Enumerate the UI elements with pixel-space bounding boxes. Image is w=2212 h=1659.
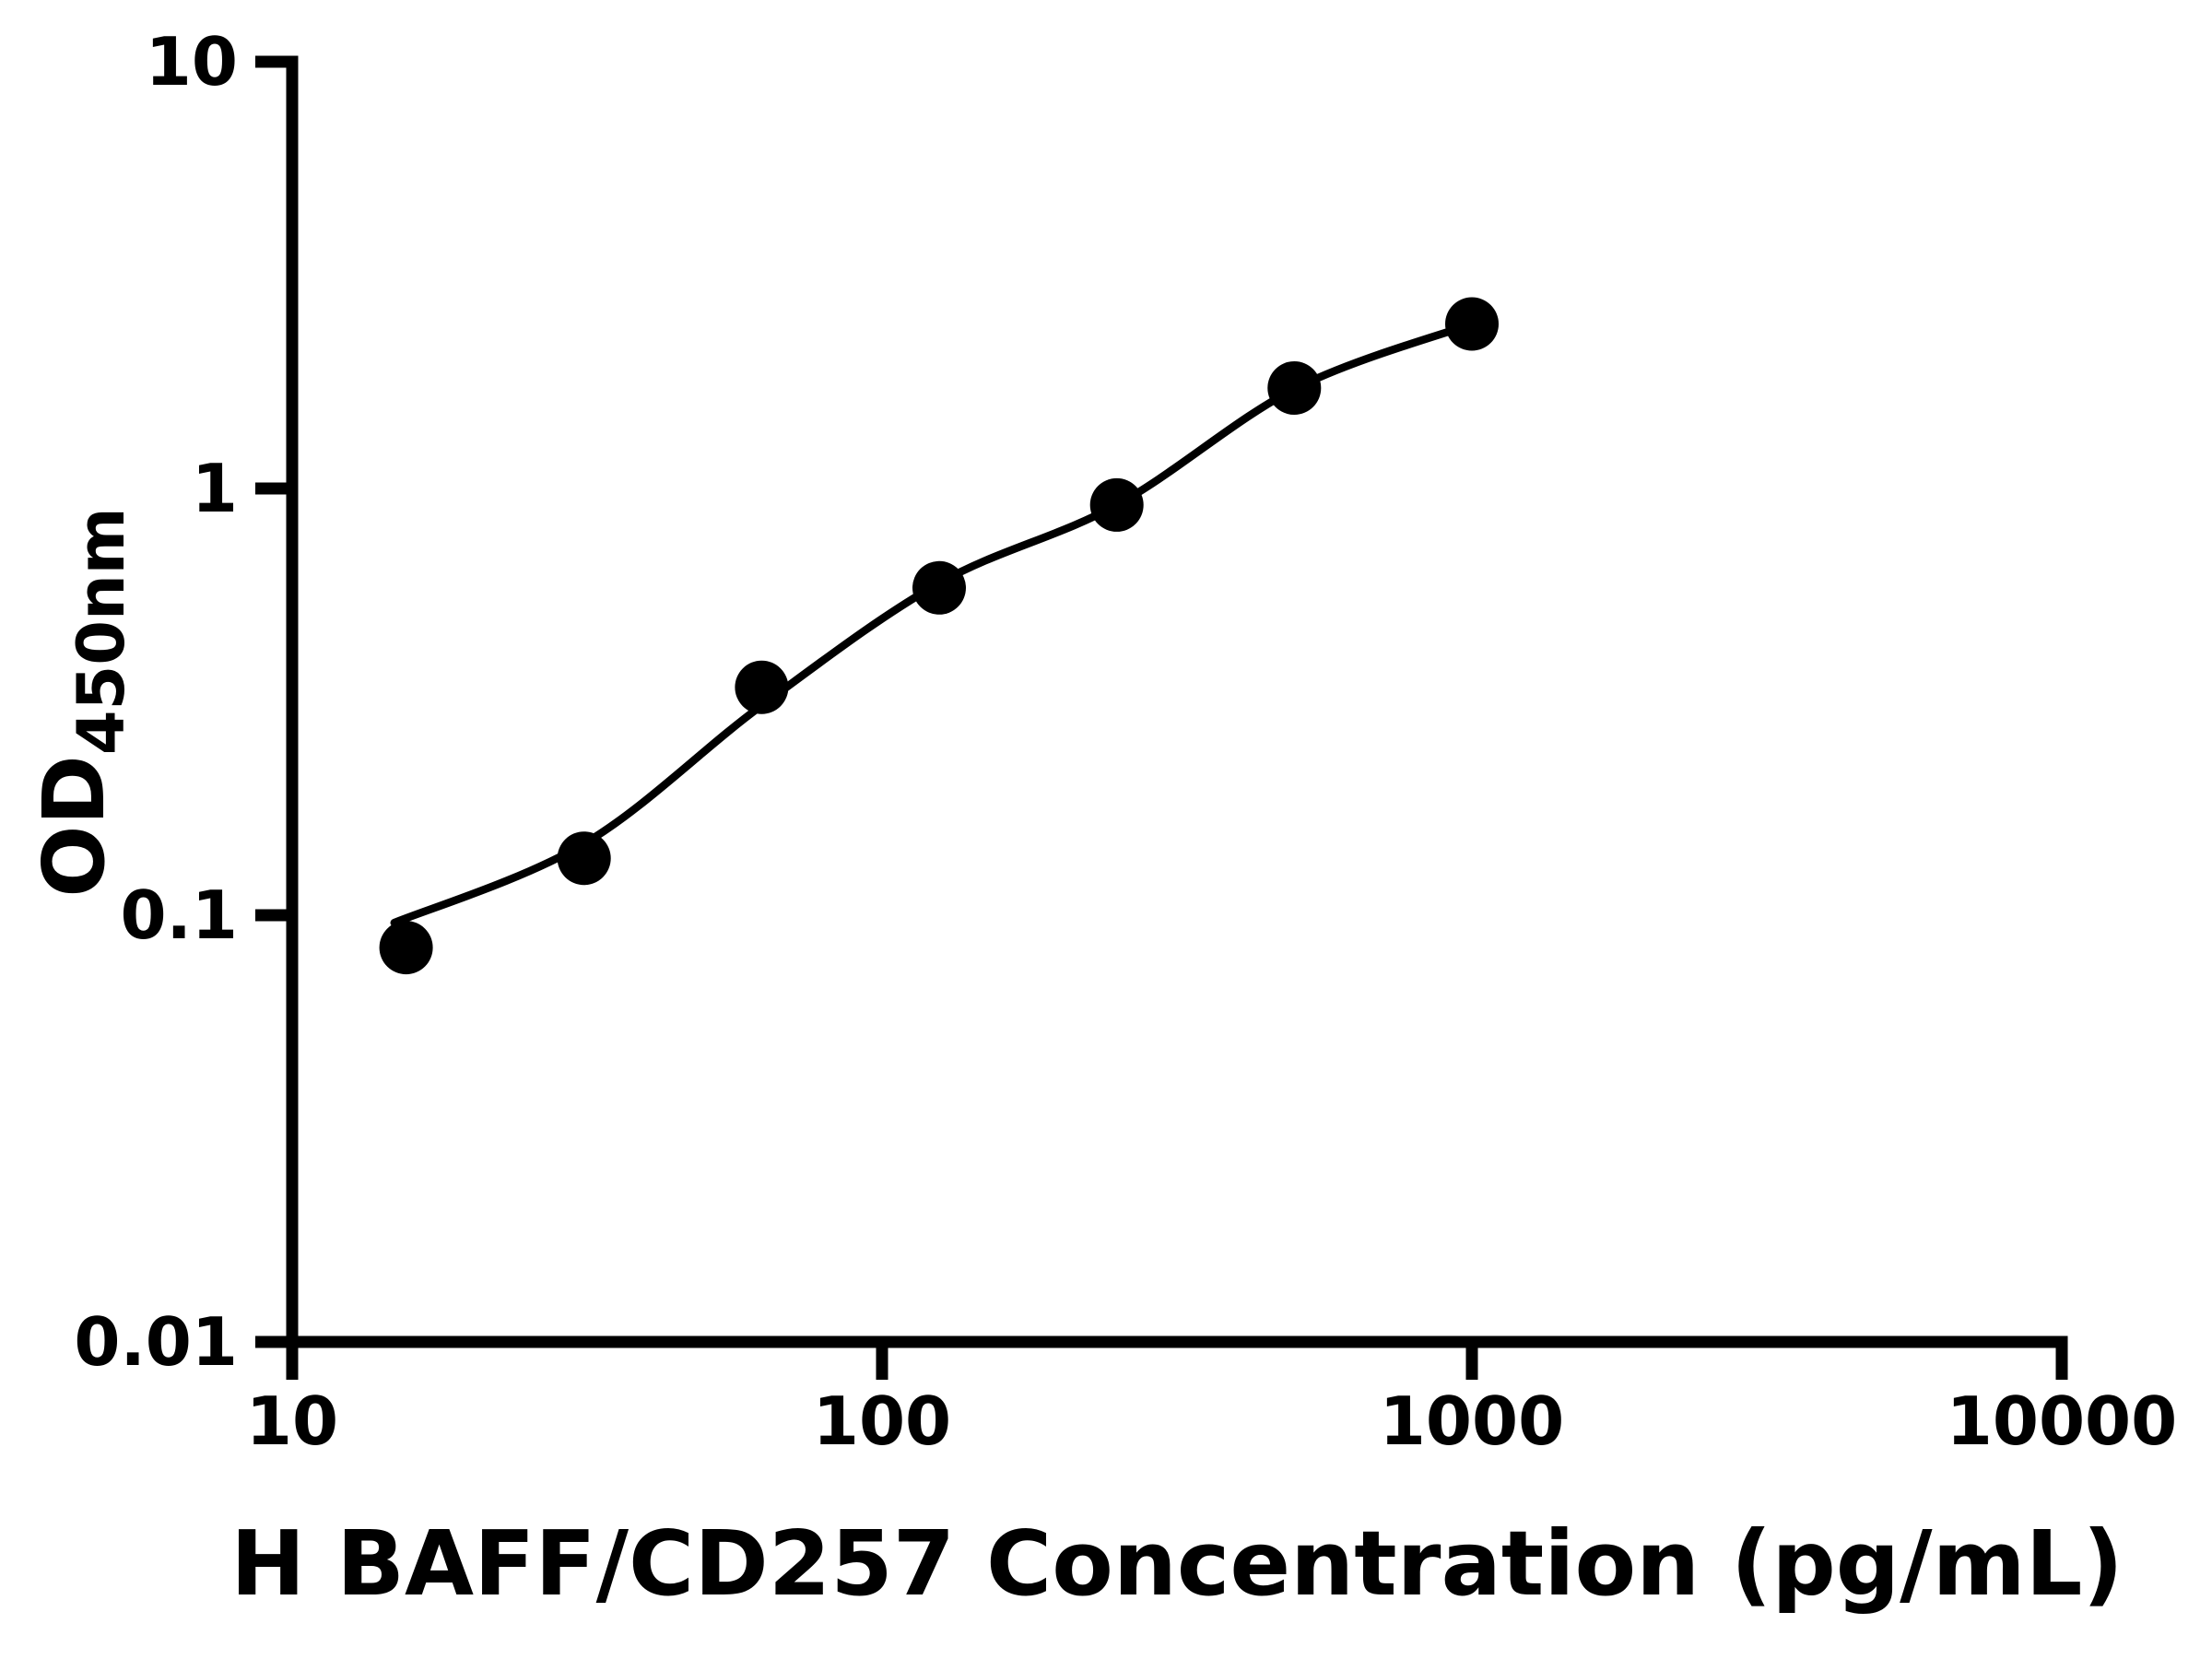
- y-axis-title-main: OD: [25, 755, 124, 898]
- y-tick-label: 1: [192, 450, 238, 527]
- x-axis-title: H BAFF/CD257 Concentration (pg/mL): [230, 1512, 2124, 1616]
- data-point: [1089, 477, 1144, 532]
- y-axis-title: OD450nm: [25, 507, 139, 897]
- y-axis-title-subscript: 450nm: [64, 507, 139, 755]
- data-point: [1445, 297, 1499, 351]
- data-point: [1267, 361, 1322, 415]
- fit-curve-layer: [390, 320, 1477, 927]
- data-point: [735, 660, 789, 714]
- axes-layer: [255, 55, 2068, 1380]
- axes-spine: [286, 55, 2068, 1348]
- fit-curve: [390, 320, 1477, 927]
- data-point: [379, 921, 433, 975]
- y-tick-label: 0.01: [74, 1303, 238, 1381]
- data-point: [912, 560, 966, 615]
- y-tick-label: 10: [146, 23, 238, 100]
- y-tick-label: 0.1: [120, 877, 238, 954]
- x-tick-label: 100: [813, 1382, 951, 1460]
- data-point-layer: [379, 297, 1499, 975]
- x-tick-label: 1000: [1380, 1382, 1564, 1460]
- x-tick-label: 10: [246, 1382, 338, 1460]
- x-tick-label: 10000: [1947, 1382, 2178, 1460]
- data-point: [557, 831, 611, 886]
